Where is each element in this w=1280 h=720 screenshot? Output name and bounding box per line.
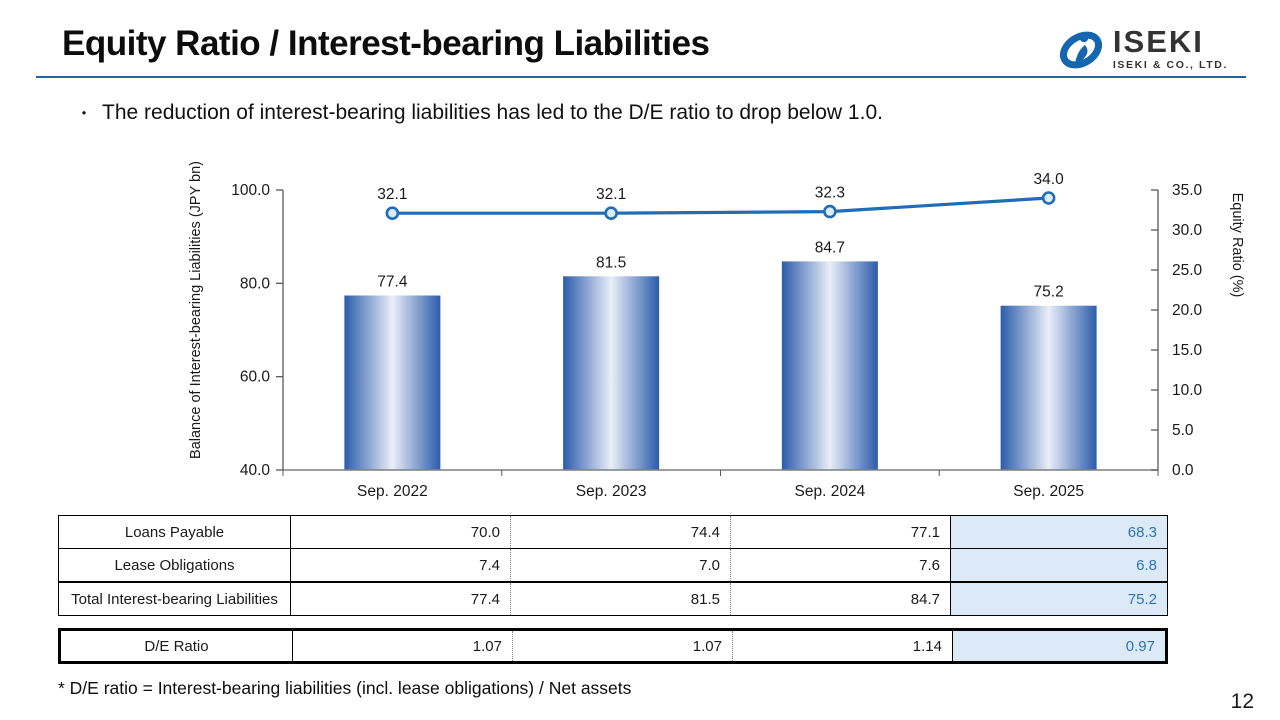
value-cell: 7.0	[511, 549, 731, 581]
right-tick-label: 10.0	[1172, 382, 1203, 399]
right-tick-label: 5.0	[1172, 422, 1194, 439]
row-label: Total Interest-bearing Liabilities	[59, 583, 291, 615]
logo-text: ISEKI ISEKI & CO., LTD.	[1113, 26, 1228, 71]
left-tick-label: 40.0	[240, 462, 271, 479]
title-divider	[36, 76, 1246, 78]
right-tick-label: 15.0	[1172, 342, 1203, 359]
chart-area: 77.4 81.5 84.7 75.2 40.0 60.0 80.0 100.0 0.0 5.0 1…	[160, 145, 1270, 505]
logo-subtitle: ISEKI & CO., LTD.	[1112, 58, 1228, 71]
right-tick-label: 20.0	[1172, 302, 1203, 319]
bar	[1000, 305, 1097, 470]
x-category-label: Sep. 2023	[576, 483, 647, 500]
value-cell: 6.8	[951, 549, 1167, 581]
de-ratio-table: D/E Ratio 1.07 1.07 1.14 0.97	[58, 628, 1168, 664]
row-label: Lease Obligations	[59, 549, 291, 581]
right-tick-label: 25.0	[1172, 262, 1203, 279]
bullet-marker: ・	[76, 106, 93, 123]
value-cell: 84.7	[731, 583, 951, 615]
left-axis-title: Balance of Interest-bearing Liabilities …	[188, 161, 204, 459]
value-cell: 77.1	[731, 516, 951, 548]
row-label: Loans Payable	[59, 516, 291, 548]
logo-brand: ISEKI	[1112, 23, 1204, 59]
line-value-label: 32.1	[596, 186, 626, 203]
value-cell: 0.97	[953, 631, 1165, 661]
key-message: ・ The reduction of interest-bearing liab…	[76, 100, 883, 125]
right-axis-title: Equity Ratio (%)	[1229, 193, 1245, 298]
value-cell: 70.0	[291, 516, 511, 548]
bar-value-label: 77.4	[377, 274, 408, 291]
line-marker	[385, 206, 400, 220]
table-row: Total Interest-bearing Liabilities 77.4 81…	[59, 581, 1167, 615]
line-marker	[823, 204, 837, 219]
line-value-label: 32.1	[377, 186, 407, 203]
table-row: D/E Ratio 1.07 1.07 1.14 0.97	[61, 631, 1165, 661]
value-cell: 7.6	[731, 549, 951, 581]
value-cell: 81.5	[511, 583, 731, 615]
bar-series: 77.4 81.5 84.7 75.2	[344, 239, 1097, 470]
right-tick-label: 35.0	[1172, 182, 1203, 199]
footnote: * D/E ratio = Interest-bearing liabiliti…	[58, 678, 632, 698]
line-value-label: 34.0	[1034, 171, 1065, 188]
line-marker	[604, 206, 618, 220]
value-cell: 77.4	[291, 583, 511, 615]
iseki-logo: ISEKI ISEKI & CO., LTD.	[1057, 24, 1228, 72]
page-number: 12	[1230, 690, 1254, 713]
right-tick-label: 0.0	[1172, 462, 1194, 479]
combo-chart: 77.4 81.5 84.7 75.2 40.0 60.0 80.0 100.0 0.0 5.0 1…	[188, 161, 1245, 500]
bar	[344, 295, 441, 470]
bar	[781, 261, 878, 470]
value-cell: 1.07	[293, 631, 513, 661]
left-tick-label: 100.0	[231, 182, 270, 199]
page-title: Equity Ratio / Interest-bearing Liabilit…	[62, 24, 710, 63]
left-tick-label: 60.0	[240, 369, 271, 386]
left-tick-label: 80.0	[240, 275, 271, 292]
right-tick-label: 30.0	[1172, 222, 1203, 239]
value-cell: 1.14	[733, 631, 953, 661]
value-cell: 7.4	[291, 549, 511, 581]
iseki-logo-icon	[1059, 31, 1102, 69]
value-cell: 74.4	[511, 516, 731, 548]
equity-ratio-line	[392, 196, 1049, 215]
bar-value-label: 75.2	[1034, 284, 1064, 301]
value-cell: 75.2	[951, 583, 1167, 615]
bar-value-label: 81.5	[596, 254, 626, 271]
row-label: D/E Ratio	[61, 631, 293, 661]
x-category-label: Sep. 2022	[357, 483, 428, 500]
value-cell: 68.3	[951, 516, 1167, 548]
bar-value-label: 84.7	[815, 239, 845, 256]
table-row: Lease Obligations 7.4 7.0 7.6 6.8	[59, 548, 1167, 581]
line-marker	[1041, 191, 1056, 205]
table-row: Loans Payable 70.0 74.4 77.1 68.3	[59, 516, 1167, 548]
x-category-label: Sep. 2024	[795, 483, 866, 500]
liabilities-table: Loans Payable 70.0 74.4 77.1 68.3 Lease Oblig…	[58, 515, 1168, 616]
value-cell: 1.07	[513, 631, 733, 661]
x-category-label: Sep. 2025	[1013, 483, 1084, 500]
line-value-label: 32.3	[815, 185, 845, 202]
bar	[563, 276, 660, 470]
bullet-text: The reduction of interest-bearing liabil…	[102, 101, 883, 124]
